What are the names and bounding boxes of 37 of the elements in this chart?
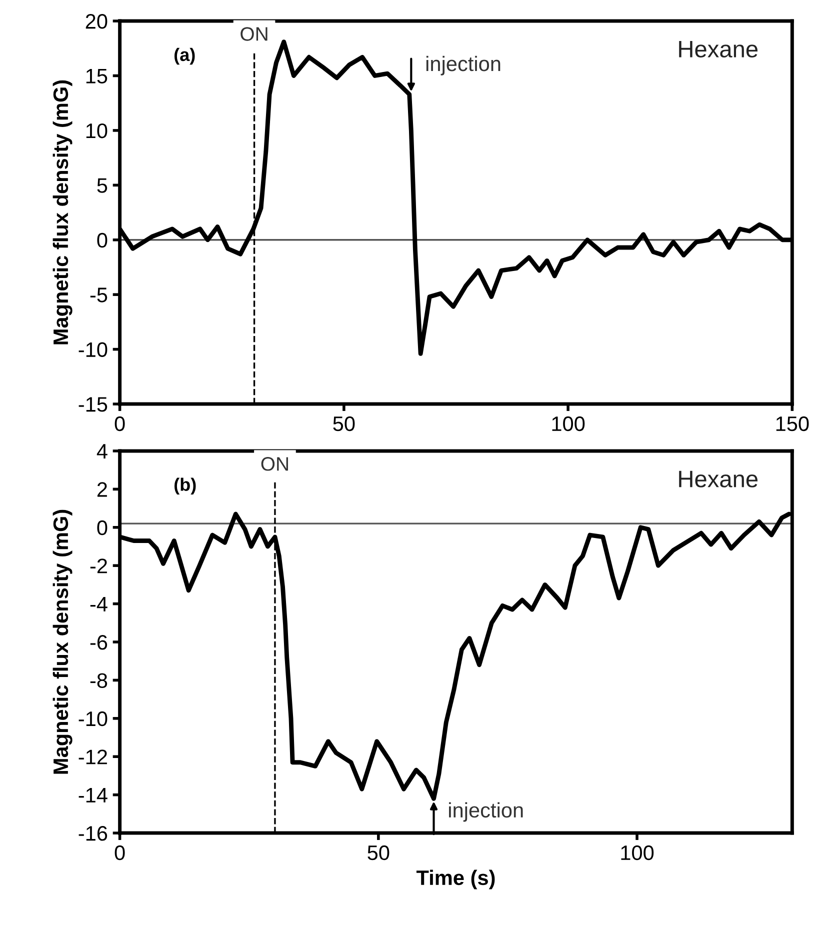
ref-line-label: ON [240,27,268,41]
y-tick-label: 5 [97,178,108,193]
y-tick-label: 4 [96,444,108,459]
y-tick-label: 15 [86,68,108,84]
y-tick-label: 0 [97,232,108,248]
y-tick-label: -16 [78,826,108,841]
y-tick-label: -8 [90,673,108,688]
y-tick-label: 0 [97,520,108,536]
x-tick-label: 0 [114,416,125,432]
y-tick-label: 20 [86,14,108,29]
ref-line-label: ON [261,457,288,471]
annotation: Hexane [679,470,758,488]
x-tick-label: 100 [552,416,585,432]
annotation: injection [426,56,500,76]
y-axis-title: Magnetic flux density (mG) [52,510,72,774]
y-tick-label: -2 [90,558,107,574]
x-axis-title: Time (s) [416,870,495,890]
y-axis-title: Magnetic flux density (mG) [52,80,72,344]
y-tick-label: 2 [97,482,107,497]
y-tick-label: 10 [86,123,108,138]
annotation: (a) [174,48,195,65]
annotation: (b) [174,478,196,495]
y-tick-label: -6 [90,634,108,650]
annotation: Hexane [679,41,758,58]
y-tick-label: -15 [78,397,108,412]
x-tick-label: 50 [368,845,390,860]
y-tick-label: -10 [78,711,108,726]
annotation: injection [449,802,523,822]
y-tick-label: -5 [90,288,108,302]
x-tick-label: 50 [333,416,355,432]
x-tick-label: 0 [114,845,125,860]
y-tick-label: -12 [78,750,107,764]
x-tick-label: 100 [621,845,654,860]
x-tick-label: 150 [776,416,809,432]
y-tick-label: -10 [78,342,108,358]
y-tick-label: -4 [90,597,108,612]
y-tick-label: -14 [78,788,108,802]
